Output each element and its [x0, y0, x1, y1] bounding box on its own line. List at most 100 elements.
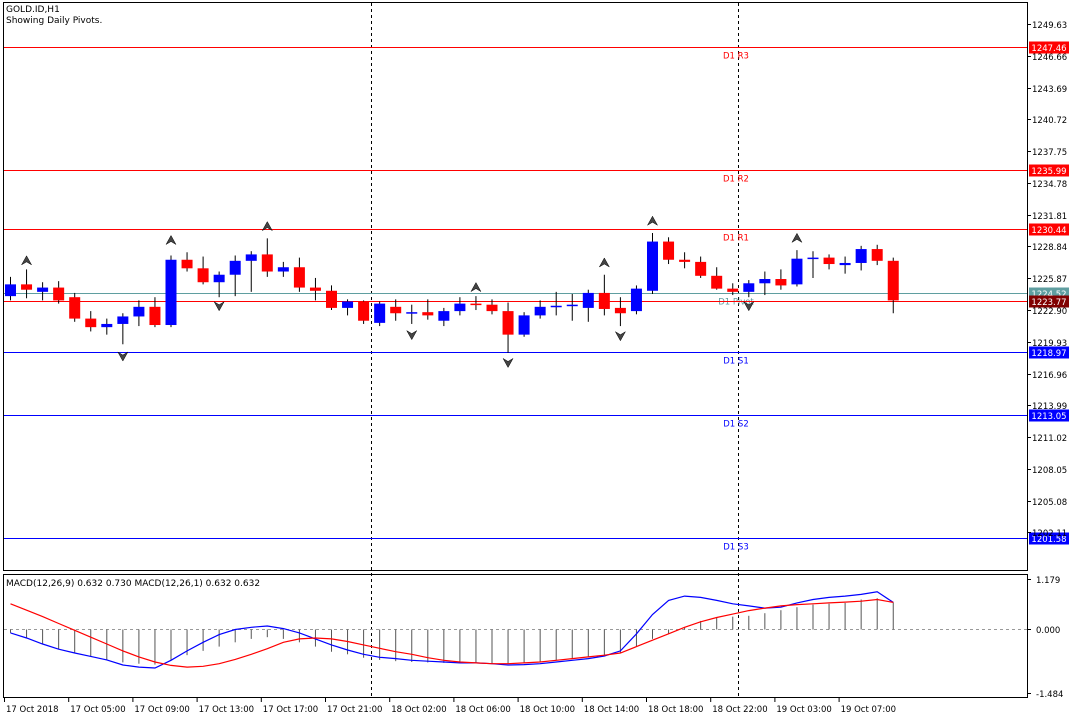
candle-body [614, 307, 626, 314]
candle [614, 297, 626, 327]
candle [133, 300, 145, 327]
candle [101, 318, 113, 335]
candle [422, 299, 434, 320]
fractal-down-arrow [117, 351, 129, 362]
time-tick-label: 18 Oct 14:00 [584, 705, 639, 715]
candle-body [342, 301, 354, 308]
chart-subtitle: Showing Daily Pivots. [6, 16, 102, 26]
price-tag-text: 1201.58 [1031, 535, 1066, 545]
candle-body [438, 311, 450, 321]
fractal-up-arrow [598, 257, 611, 268]
candle [518, 312, 530, 337]
candle [534, 300, 546, 319]
time-tick-label: 18 Oct 10:00 [520, 705, 575, 715]
price-tag-bg [1029, 409, 1069, 422]
candle [823, 254, 835, 270]
candle-body [550, 305, 562, 308]
price-tick-label: 1225.87 [1032, 275, 1067, 285]
candle-body [791, 258, 803, 285]
chart-title: GOLD.ID,H1 [6, 5, 60, 15]
pivot-price-tag: 1213.05 [1029, 409, 1069, 422]
price-axis: 1247.46 1235.99 1230.44 1224.52 1218.97 1213.… [1027, 21, 1069, 545]
price-tick-label: 1243.69 [1032, 85, 1067, 95]
fractal-up-arrow [20, 255, 33, 266]
price-tag-text: 1235.99 [1031, 167, 1066, 177]
candle-body [598, 292, 610, 309]
current-price-bg [1029, 295, 1069, 308]
candle-body [566, 304, 578, 307]
candle-body [37, 287, 49, 292]
candle [406, 304, 418, 324]
candle-body [839, 262, 851, 266]
period-separators [371, 3, 739, 697]
price-tag-bg [1029, 164, 1069, 177]
price-tick-label: 1202.11 [1032, 529, 1067, 539]
macd-line [10, 598, 894, 668]
candle-body [390, 306, 402, 314]
macd-tick-label: 1.179 [1036, 576, 1060, 586]
time-tick-label: 18 Oct 18:00 [648, 705, 703, 715]
price-tag-text: 1230.44 [1031, 226, 1066, 236]
fractal-down-arrow [743, 301, 755, 312]
price-tick-label: 1237.75 [1032, 148, 1067, 158]
time-tick-label: 17 Oct 09:00 [134, 705, 189, 715]
price-panel[interactable] [3, 2, 1028, 571]
time-axis: 17 Oct 2018 17 Oct 05:00 17 Oct 09:00 17 Oc… [4, 698, 896, 715]
candle-body [358, 301, 370, 321]
price-tick-label: 1205.08 [1032, 498, 1067, 508]
candle [759, 271, 771, 296]
pivot-label: D1 S2 [723, 420, 748, 430]
pivot-label: D1 R1 [723, 234, 749, 244]
fractal-down-arrow [614, 331, 627, 342]
pivot-price-tag: 1247.46 [1029, 41, 1069, 54]
current-price-text: 1223.77 [1031, 298, 1066, 308]
price-tag-text: 1218.97 [1031, 349, 1066, 359]
pivot-label: D1 Pivot [718, 298, 754, 308]
candle [695, 256, 707, 278]
candle [775, 269, 787, 290]
candle-body [502, 311, 514, 335]
candle-body [197, 268, 209, 283]
price-tag-bg [1029, 223, 1069, 236]
candle [69, 292, 81, 322]
candle [358, 300, 370, 324]
candle-body [21, 284, 33, 290]
candle-body [454, 303, 466, 312]
price-tick-label: 1231.81 [1032, 212, 1067, 222]
time-tick-label: 17 Oct 2018 [6, 705, 59, 715]
pivot-price-tag: 1201.58 [1029, 532, 1069, 545]
fractal-down-arrow [406, 329, 418, 341]
pivot-price-tag: 1218.97 [1029, 346, 1069, 359]
candle-body [101, 323, 113, 328]
candle-body [679, 259, 691, 262]
candle [647, 233, 658, 294]
candle [229, 255, 241, 297]
macd-panel[interactable] [3, 574, 1028, 698]
candle [871, 244, 883, 266]
candle [470, 296, 482, 311]
pivot-label: D1 S3 [723, 543, 748, 553]
candle-body [261, 254, 273, 272]
candle [743, 280, 755, 298]
pivot-label: D1 S1 [723, 357, 748, 367]
price-tick-label: 1216.96 [1032, 371, 1067, 381]
candle [550, 291, 562, 316]
price-tick-label: 1240.72 [1032, 116, 1067, 126]
candle [53, 281, 65, 304]
candle-body [245, 254, 257, 261]
candle-body [711, 275, 723, 289]
candle [727, 283, 739, 296]
candle-body [5, 284, 16, 297]
candle-body [277, 267, 289, 272]
price-tick-label: 1228.84 [1032, 243, 1067, 253]
time-tick-label: 17 Oct 17:00 [263, 705, 318, 715]
candle [630, 285, 642, 315]
candle-body [213, 274, 225, 283]
candle-body [165, 259, 177, 326]
candle [566, 293, 578, 321]
macd-title: MACD(12,26,9) 0.632 0.730 MACD(12,26,1) … [6, 579, 260, 589]
candle-body [470, 303, 482, 306]
candle [261, 238, 273, 277]
candle-body [309, 287, 321, 291]
candle-body [759, 279, 771, 284]
